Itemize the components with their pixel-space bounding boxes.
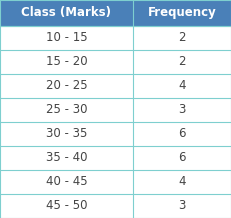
- Bar: [0, 170, 133, 194]
- Text: 25 - 30: 25 - 30: [46, 103, 87, 116]
- Bar: [0, 50, 133, 74]
- Text: 6: 6: [178, 152, 186, 164]
- Text: 40 - 45: 40 - 45: [46, 175, 87, 188]
- Bar: [0, 74, 133, 98]
- Bar: [133, 50, 231, 74]
- Bar: [133, 74, 231, 98]
- Bar: [0, 146, 133, 170]
- Bar: [0, 98, 133, 122]
- Bar: [133, 194, 231, 218]
- Text: 3: 3: [178, 199, 185, 213]
- Text: Class (Marks): Class (Marks): [21, 6, 111, 19]
- Bar: [0, 26, 133, 50]
- Text: 45 - 50: 45 - 50: [46, 199, 87, 213]
- Bar: [133, 98, 231, 122]
- Text: 15 - 20: 15 - 20: [46, 55, 87, 68]
- Text: 2: 2: [178, 31, 186, 44]
- Text: 30 - 35: 30 - 35: [46, 127, 87, 140]
- Bar: [133, 122, 231, 146]
- Text: 35 - 40: 35 - 40: [46, 152, 87, 164]
- Text: Frequency: Frequency: [148, 6, 216, 19]
- Bar: [133, 0, 231, 26]
- Bar: [133, 146, 231, 170]
- Bar: [0, 122, 133, 146]
- Text: 6: 6: [178, 127, 186, 140]
- Text: 10 - 15: 10 - 15: [46, 31, 87, 44]
- Text: 20 - 25: 20 - 25: [46, 79, 87, 92]
- Bar: [133, 170, 231, 194]
- Bar: [0, 0, 133, 26]
- Text: 2: 2: [178, 55, 186, 68]
- Bar: [133, 26, 231, 50]
- Text: 4: 4: [178, 175, 186, 188]
- Text: 3: 3: [178, 103, 185, 116]
- Text: 4: 4: [178, 79, 186, 92]
- Bar: [0, 194, 133, 218]
